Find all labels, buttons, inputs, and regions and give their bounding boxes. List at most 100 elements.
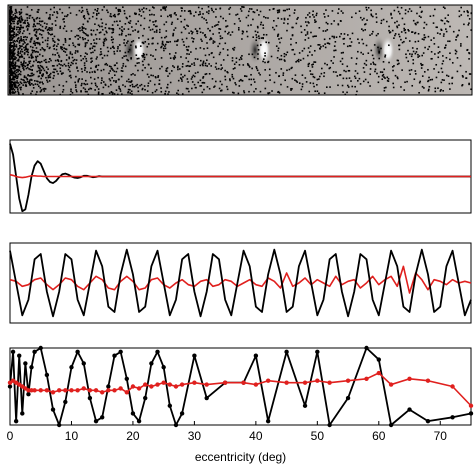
texture-dot <box>9 87 12 90</box>
texture-dot <box>191 31 194 33</box>
texture-dot <box>149 29 152 31</box>
texture-dot <box>257 35 260 37</box>
texture-dot <box>292 48 294 51</box>
texture-dot <box>106 9 108 12</box>
point <box>75 388 80 393</box>
texture-dot <box>300 31 303 34</box>
texture-dot <box>41 55 44 57</box>
texture-dot <box>10 7 12 10</box>
texture-dot <box>459 64 462 67</box>
texture-dot <box>248 78 251 81</box>
texture-dot <box>194 28 197 30</box>
texture-dot <box>30 38 32 40</box>
texture-dot <box>388 25 390 28</box>
texture-dot <box>40 77 43 80</box>
texture-dot <box>113 74 116 76</box>
texture-dot <box>43 59 46 62</box>
texture-dot <box>160 87 162 89</box>
texture-dot <box>410 69 413 71</box>
texture-dot <box>87 34 89 37</box>
texture-dot <box>290 43 292 46</box>
texture-dot <box>14 66 16 69</box>
texture-dot <box>74 35 77 38</box>
texture-dot <box>177 68 179 71</box>
texture-dot <box>148 76 150 78</box>
texture-dot <box>9 69 11 72</box>
texture-dot <box>236 13 239 16</box>
texture-dot <box>180 73 182 76</box>
texture-dot <box>371 54 374 57</box>
texture-dot <box>262 27 265 29</box>
texture-dot <box>428 85 431 88</box>
texture-dot <box>115 70 118 73</box>
texture-dot <box>308 62 310 65</box>
point <box>112 388 117 393</box>
texture-dot <box>51 29 53 31</box>
texture-dot <box>70 30 73 32</box>
texture-dot <box>445 30 448 33</box>
point <box>376 370 381 376</box>
texture-dot <box>38 22 40 25</box>
point <box>302 380 308 385</box>
texture-dot <box>341 84 344 87</box>
texture-dot <box>365 44 368 47</box>
texture-dot <box>14 73 17 76</box>
texture-dot <box>17 84 20 87</box>
texture-dot <box>139 24 142 27</box>
texture-dot <box>62 88 65 91</box>
texture-dot <box>112 28 115 30</box>
texture-dot <box>9 12 11 14</box>
texture-dot <box>9 59 11 61</box>
texture-dot <box>238 85 241 87</box>
texture-dot <box>19 88 22 91</box>
texture-dot <box>51 23 54 25</box>
texture-dot <box>364 29 367 31</box>
texture-dot <box>14 40 16 43</box>
texture-dot <box>202 32 204 34</box>
texture-dot <box>11 83 14 86</box>
texture-dot <box>35 30 38 33</box>
texture-dot <box>13 20 16 23</box>
texture-dot <box>166 41 168 43</box>
texture-dot <box>317 44 320 46</box>
texture-dot <box>441 19 444 22</box>
texture-dot <box>339 74 342 76</box>
texture-dot <box>104 63 106 66</box>
texture-dot <box>222 17 225 20</box>
texture-dot <box>460 43 462 45</box>
texture-dot <box>181 93 184 95</box>
texture-dot <box>136 83 139 86</box>
texture-dot <box>81 9 84 12</box>
texture-dot <box>50 59 52 62</box>
point <box>38 388 43 393</box>
texture-dot <box>84 67 87 69</box>
texture-dot <box>165 30 168 32</box>
texture-dot <box>296 59 299 62</box>
texture-dot <box>248 53 250 56</box>
texture-dot <box>163 23 166 26</box>
texture-dot <box>42 82 44 85</box>
texture-dot <box>17 26 20 29</box>
texture-dot <box>9 28 11 31</box>
texture-dot <box>255 39 258 42</box>
texture-dot <box>470 29 472 31</box>
texture-dot <box>128 48 131 51</box>
texture-dot <box>365 59 368 62</box>
texture-dot <box>208 63 210 65</box>
texture-dot <box>202 13 204 15</box>
texture-dot <box>333 20 335 22</box>
texture-dot <box>250 73 252 76</box>
texture-dot <box>9 56 11 59</box>
texture-dot <box>228 13 231 15</box>
texture-dot <box>213 41 216 43</box>
texture-dot <box>169 40 172 43</box>
texture-dot <box>37 66 40 69</box>
texture-dot <box>152 55 154 57</box>
texture-dot <box>138 13 140 16</box>
texture-dot <box>27 80 29 83</box>
point <box>50 390 56 395</box>
texture-dot <box>60 46 63 49</box>
texture-dot <box>251 67 253 70</box>
texture-dot <box>103 6 105 8</box>
texture-dot <box>167 83 169 86</box>
